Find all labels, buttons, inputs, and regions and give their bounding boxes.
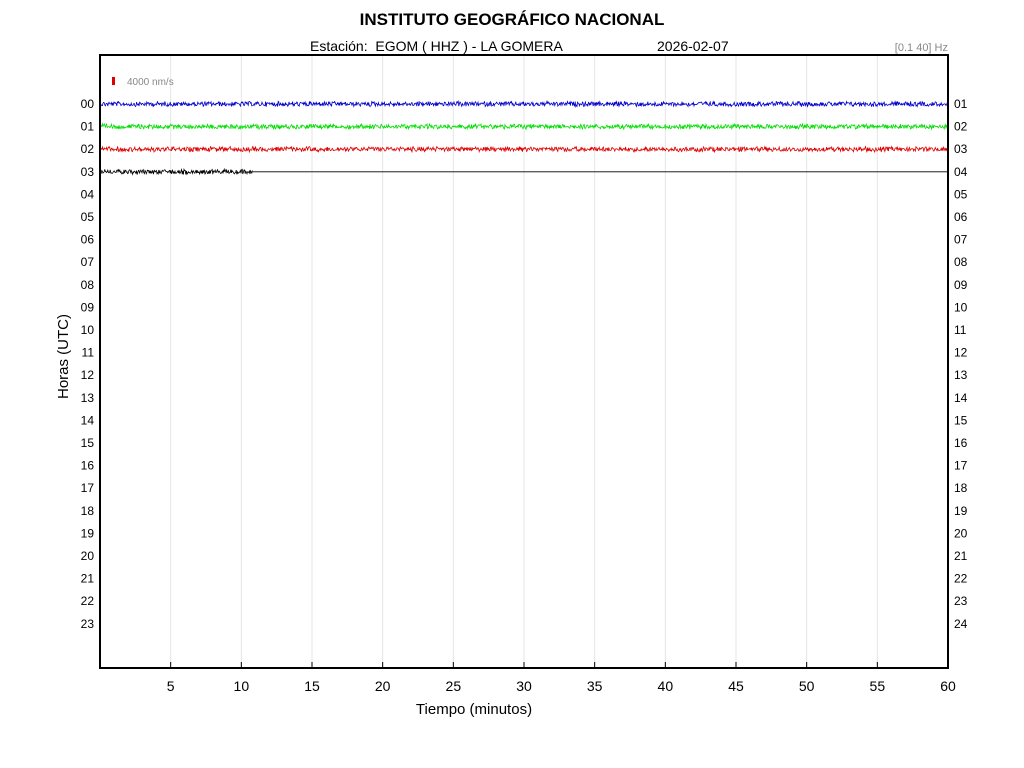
x-tick-label: 10: [234, 678, 250, 694]
x-tick-label: 25: [446, 678, 462, 694]
right-hour-label: 03: [954, 142, 968, 156]
left-hour-label: 14: [81, 413, 95, 427]
x-tick-label: 20: [375, 678, 391, 694]
left-hour-label: 04: [81, 187, 95, 201]
chart-title: INSTITUTO GEOGRÁFICO NACIONAL: [359, 10, 665, 29]
left-hour-label: 23: [81, 617, 95, 631]
right-hour-label: 12: [954, 346, 968, 360]
right-hour-label: 09: [954, 278, 968, 292]
left-hour-label: 16: [81, 459, 95, 473]
right-hour-label: 05: [954, 187, 968, 201]
trace-hour-00: [99, 99, 949, 109]
x-tick-label: 35: [587, 678, 603, 694]
left-hour-label: 09: [81, 300, 95, 314]
right-hour-label: 19: [954, 504, 968, 518]
right-hour-label: 08: [954, 255, 968, 269]
left-hour-label: 05: [81, 210, 95, 224]
x-tick-label: 15: [304, 678, 320, 694]
left-hour-label: 08: [81, 278, 95, 292]
right-hour-label: 01: [954, 97, 968, 111]
station-label: Estación: EGOM ( HHZ ) - LA GOMERA: [310, 38, 563, 54]
right-hour-label: 14: [954, 391, 968, 405]
scale-bar-label: 4000 nm/s: [127, 77, 174, 88]
right-hour-label: 22: [954, 572, 968, 586]
left-hour-label: 00: [81, 97, 95, 111]
left-hour-label: 20: [81, 549, 95, 563]
right-hour-label: 10: [954, 300, 968, 314]
right-hour-label: 04: [954, 165, 968, 179]
left-hour-label: 06: [81, 233, 95, 247]
trace-hour-01: [99, 122, 948, 131]
date-label: 2026-02-07: [657, 38, 729, 54]
right-hour-label: 07: [954, 233, 968, 247]
left-hour-label: 13: [81, 391, 95, 405]
right-hour-label: 17: [954, 459, 968, 473]
right-hour-label: 06: [954, 210, 968, 224]
x-tick-label: 60: [940, 678, 956, 694]
x-tick-label: 40: [658, 678, 674, 694]
right-hour-label: 02: [954, 120, 968, 134]
right-hour-label: 16: [954, 436, 968, 450]
frequency-band-label: [0.1 40] Hz: [894, 42, 948, 54]
left-hour-label: 02: [81, 142, 95, 156]
right-hour-label: 21: [954, 549, 968, 563]
left-hour-label: 10: [81, 323, 95, 337]
left-hour-label: 19: [81, 526, 95, 540]
left-hour-label: 01: [81, 120, 95, 134]
trace-hour-03: [99, 167, 253, 176]
scale-bar: [112, 77, 115, 85]
left-hour-label: 17: [81, 481, 95, 495]
right-hour-label: 15: [954, 413, 968, 427]
left-hour-label: 21: [81, 572, 95, 586]
x-axis-label: Tiempo (minutos): [416, 701, 532, 718]
x-tick-label: 30: [516, 678, 532, 694]
left-hour-label: 22: [81, 594, 95, 608]
right-hour-label: 11: [954, 323, 967, 337]
x-tick-label: 45: [728, 678, 744, 694]
left-hour-label: 12: [81, 368, 95, 382]
right-hour-label: 18: [954, 481, 968, 495]
x-tick-label: 5: [167, 678, 175, 694]
left-hour-label: 18: [81, 504, 95, 518]
right-hour-label: 23: [954, 594, 968, 608]
left-hour-label: 03: [81, 165, 95, 179]
trace-hour-02: [99, 145, 949, 154]
right-hour-label: 24: [954, 617, 968, 631]
left-hour-label: 07: [81, 255, 95, 269]
left-hour-label: 11: [82, 346, 95, 360]
y-axis-label: Horas (UTC): [55, 314, 72, 399]
right-hour-label: 13: [954, 368, 968, 382]
right-hour-label: 20: [954, 526, 968, 540]
x-tick-label: 50: [799, 678, 815, 694]
x-tick-label: 55: [870, 678, 886, 694]
left-hour-label: 15: [81, 436, 95, 450]
